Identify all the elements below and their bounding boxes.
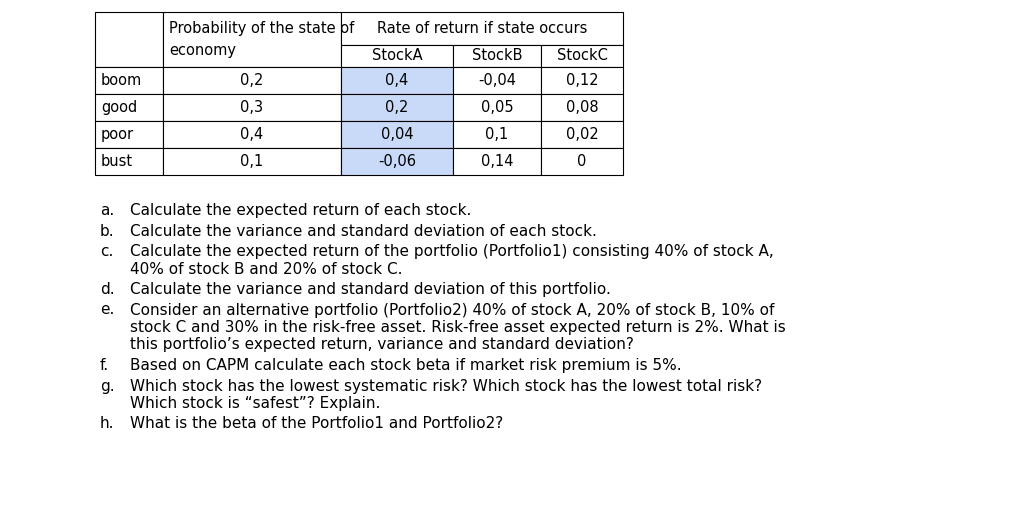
Text: this portfolio’s expected return, variance and standard deviation?: this portfolio’s expected return, varian… (130, 338, 634, 353)
Text: 0,12: 0,12 (565, 73, 598, 88)
Bar (95, 94, 163, 121)
Text: What is the beta of the Portfolio1 and Portfolio2?: What is the beta of the Portfolio1 and P… (130, 417, 503, 432)
Text: h.: h. (100, 417, 115, 432)
Text: StockA: StockA (372, 49, 422, 64)
Bar (95, 121, 163, 148)
Text: good: good (101, 100, 137, 115)
Text: 0,1: 0,1 (241, 154, 263, 169)
Text: 0,4: 0,4 (385, 73, 409, 88)
Bar (341, 12, 623, 45)
Bar (163, 148, 341, 175)
Bar (341, 67, 453, 94)
Text: Which stock is “safest”? Explain.: Which stock is “safest”? Explain. (130, 396, 380, 411)
Bar (453, 45, 541, 67)
Text: 0,4: 0,4 (241, 127, 263, 142)
Text: Rate of return if state occurs: Rate of return if state occurs (377, 21, 587, 36)
Bar (453, 94, 541, 121)
Text: 0,02: 0,02 (565, 127, 598, 142)
Text: 0,3: 0,3 (241, 100, 263, 115)
Text: Which stock has the lowest systematic risk? Which stock has the lowest total ris: Which stock has the lowest systematic ri… (130, 378, 762, 393)
Text: poor: poor (101, 127, 134, 142)
Text: Calculate the variance and standard deviation of each stock.: Calculate the variance and standard devi… (130, 223, 597, 238)
Text: d.: d. (100, 282, 115, 297)
Bar (341, 45, 453, 67)
Text: StockC: StockC (557, 49, 607, 64)
Text: Consider an alternative portfolio (Portfolio2) 40% of stock A, 20% of stock B, 1: Consider an alternative portfolio (Portf… (130, 302, 774, 317)
Text: stock C and 30% in the risk-free asset. Risk-free asset expected return is 2%. W: stock C and 30% in the risk-free asset. … (130, 320, 785, 335)
Bar (95, 12, 163, 67)
Text: 0,08: 0,08 (565, 100, 598, 115)
Text: e.: e. (100, 302, 115, 317)
Text: Calculate the expected return of each stock.: Calculate the expected return of each st… (130, 203, 471, 218)
Bar (163, 94, 341, 121)
Text: bust: bust (101, 154, 133, 169)
Text: 0,2: 0,2 (385, 100, 409, 115)
Bar (95, 148, 163, 175)
Bar (453, 148, 541, 175)
Text: boom: boom (101, 73, 142, 88)
Text: a.: a. (100, 203, 115, 218)
Text: c.: c. (100, 244, 114, 259)
Text: Based on CAPM calculate each stock beta if market risk premium is 5%.: Based on CAPM calculate each stock beta … (130, 358, 682, 373)
Text: Calculate the variance and standard deviation of this portfolio.: Calculate the variance and standard devi… (130, 282, 611, 297)
Text: -0,04: -0,04 (478, 73, 516, 88)
Text: 0,14: 0,14 (480, 154, 513, 169)
Text: g.: g. (100, 378, 115, 393)
Bar (341, 121, 453, 148)
Bar (95, 67, 163, 94)
Text: b.: b. (100, 223, 115, 238)
Bar (453, 67, 541, 94)
Bar (541, 121, 623, 148)
Bar (341, 94, 453, 121)
Bar (541, 148, 623, 175)
Bar (453, 121, 541, 148)
Text: 0,04: 0,04 (381, 127, 414, 142)
Bar (163, 67, 341, 94)
Text: 0: 0 (578, 154, 587, 169)
Bar (163, 121, 341, 148)
Text: 0,05: 0,05 (480, 100, 513, 115)
Text: 40% of stock B and 20% of stock C.: 40% of stock B and 20% of stock C. (130, 262, 402, 277)
Bar (541, 94, 623, 121)
Text: -0,06: -0,06 (378, 154, 416, 169)
Text: 0,1: 0,1 (485, 127, 509, 142)
Text: Probability of the state of
economy: Probability of the state of economy (169, 22, 354, 57)
Bar (541, 45, 623, 67)
Bar (541, 67, 623, 94)
Text: 0,2: 0,2 (241, 73, 264, 88)
Bar (163, 12, 341, 67)
Text: f.: f. (100, 358, 110, 373)
Text: StockB: StockB (472, 49, 522, 64)
Bar (341, 148, 453, 175)
Text: Calculate the expected return of the portfolio (Portfolio1) consisting 40% of st: Calculate the expected return of the por… (130, 244, 774, 259)
